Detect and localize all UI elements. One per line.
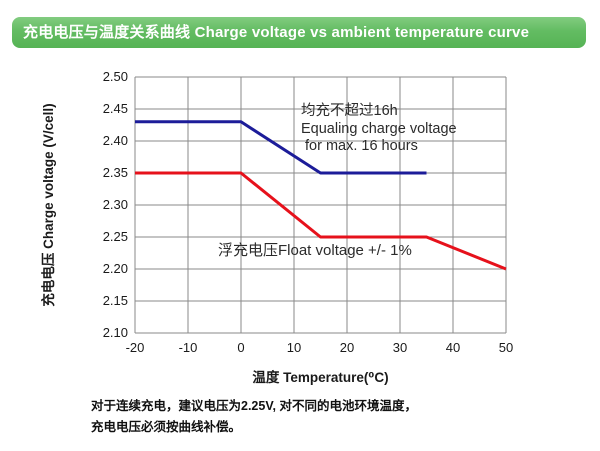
x-tick-label: 20 bbox=[339, 340, 355, 355]
page-title-text: 充电电压与温度关系曲线 Charge voltage vs ambient te… bbox=[23, 24, 530, 41]
series-line bbox=[135, 120, 427, 175]
annotation-equalizing-charge: 均充不超过16h Equaling charge voltage for max… bbox=[301, 103, 457, 156]
y-tick-label: 2.35 bbox=[102, 165, 128, 180]
x-tick-label: 30 bbox=[392, 340, 408, 355]
footer-note-line1: 对于连续充电，建议电压为2.25V, 对不同的电池环境温度， bbox=[91, 399, 417, 413]
y-tick-label: 2.50 bbox=[102, 69, 128, 84]
y-tick-label: 2.45 bbox=[102, 101, 128, 116]
y-tick-label: 2.15 bbox=[102, 293, 128, 308]
y-tick-label: 2.40 bbox=[102, 133, 128, 148]
x-tick-label: 40 bbox=[445, 340, 461, 355]
y-tick-label: 2.20 bbox=[102, 261, 128, 276]
annotation-equalizing-line3: for max. 16 hours bbox=[305, 138, 418, 154]
chart-plot-area bbox=[134, 76, 507, 334]
x-tick-label: -20 bbox=[125, 340, 145, 355]
y-axis-title: 充电电压 Charge voltage (V/cell) bbox=[41, 103, 56, 307]
y-tick-label: 2.10 bbox=[102, 325, 128, 340]
y-tick-label: 2.25 bbox=[102, 229, 128, 244]
annotation-float-voltage: 浮充电压Float voltage +/- 1% bbox=[218, 242, 412, 259]
annotation-equalizing-line2: Equaling charge voltage bbox=[301, 120, 457, 137]
series-line bbox=[135, 171, 507, 271]
x-tick-label: 0 bbox=[237, 340, 245, 355]
footer-note: 对于连续充电，建议电压为2.25V, 对不同的电池环境温度， 充电电压必须按曲线… bbox=[91, 396, 417, 438]
x-tick-label: -10 bbox=[178, 340, 198, 355]
x-tick-label: 10 bbox=[286, 340, 302, 355]
x-tick-label: 50 bbox=[498, 340, 514, 355]
page-title: 充电电压与温度关系曲线 Charge voltage vs ambient te… bbox=[12, 17, 586, 48]
footer-note-line2: 充电电压必须按曲线补偿。 bbox=[91, 420, 242, 434]
y-tick-label: 2.30 bbox=[102, 197, 128, 212]
x-axis-title: 温度 Temperature(⁰C) bbox=[252, 370, 389, 385]
annotation-equalizing-line1: 均充不超过16h bbox=[301, 103, 398, 119]
